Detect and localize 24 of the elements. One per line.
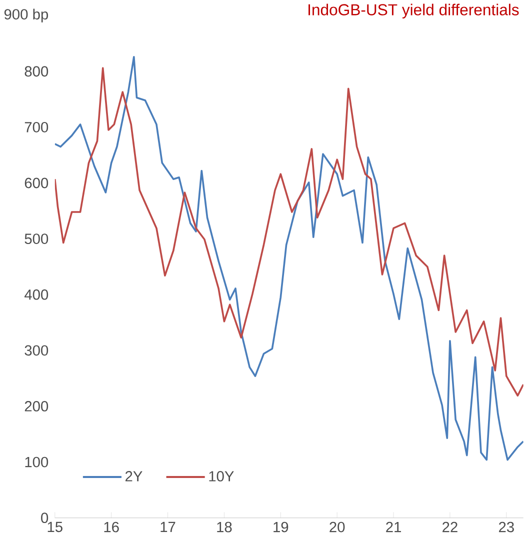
line-series bbox=[55, 56, 524, 461]
y-tick-label: 700 bbox=[25, 122, 48, 132]
x-tick-label: 19 bbox=[274, 522, 288, 532]
x-tick-label: 21 bbox=[386, 522, 402, 532]
x-tick-label: 20 bbox=[330, 522, 345, 532]
legend-label: 10Y bbox=[209, 471, 234, 482]
line-series bbox=[55, 67, 524, 397]
x-tick-label: 22 bbox=[442, 522, 458, 532]
y-tick-label: 100 bbox=[25, 456, 48, 468]
y-tick-label: 200 bbox=[25, 401, 48, 412]
x-tick-label: 16 bbox=[104, 522, 120, 532]
x-tick-label: 17 bbox=[160, 522, 176, 532]
legend-label: 2Y bbox=[126, 471, 143, 482]
y-tick-label: 800 bbox=[25, 66, 48, 77]
y-tick-label: 900 bp bbox=[4, 8, 48, 22]
y-tick-label: 600 bbox=[25, 178, 48, 188]
y-tick-label: 300 bbox=[24, 345, 48, 356]
x-tick-label: 18 bbox=[217, 522, 232, 532]
x-tick-label: 23 bbox=[499, 522, 514, 532]
y-tick-label: 500 bbox=[24, 234, 48, 244]
chart-title: IndoGB-UST yield differentials bbox=[308, 4, 519, 18]
y-tick-label: 0 bbox=[41, 512, 48, 524]
x-tick-label: 15 bbox=[48, 522, 63, 532]
y-tick-label: 400 bbox=[24, 289, 48, 300]
